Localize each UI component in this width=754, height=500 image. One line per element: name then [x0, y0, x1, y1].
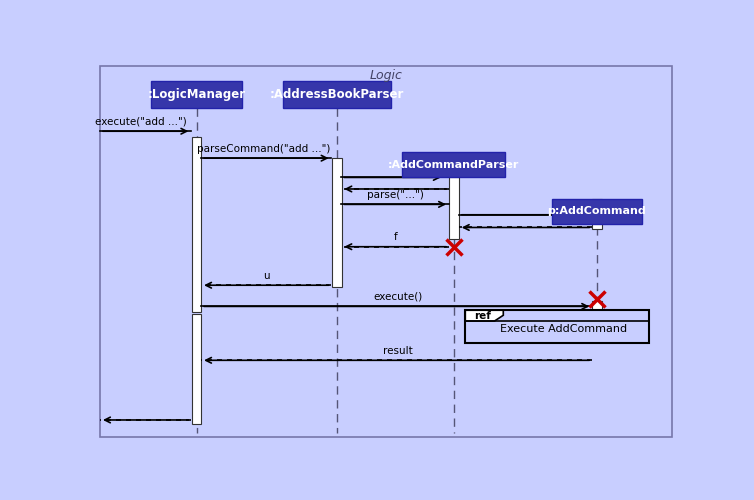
Text: result: result [383, 346, 413, 356]
Text: parse("..."): parse("...") [366, 190, 424, 200]
Bar [403, 152, 504, 178]
Text: :AddressBookParser: :AddressBookParser [270, 88, 404, 101]
Text: Logic: Logic [370, 69, 403, 82]
Bar [551, 198, 642, 224]
Bar [465, 310, 649, 343]
Bar [192, 314, 201, 424]
Text: :AddCommandParser: :AddCommandParser [388, 160, 520, 170]
Bar [332, 158, 342, 287]
Text: parseCommand("add ..."): parseCommand("add ...") [197, 144, 330, 154]
Bar [283, 81, 391, 108]
Text: execute("add ..."): execute("add ...") [95, 116, 187, 126]
Bar [152, 81, 242, 108]
Text: p:AddCommand: p:AddCommand [547, 206, 646, 216]
Text: execute(): execute() [373, 292, 423, 302]
Bar [592, 198, 602, 230]
Text: ref: ref [474, 310, 491, 320]
Bar [449, 178, 458, 239]
Text: Execute AddCommand: Execute AddCommand [500, 324, 627, 334]
Text: u: u [263, 270, 270, 280]
Bar [192, 137, 201, 312]
Bar [592, 300, 602, 318]
Polygon shape [465, 310, 504, 321]
Text: :LogicManager: :LogicManager [148, 88, 246, 101]
Text: f: f [394, 232, 397, 241]
